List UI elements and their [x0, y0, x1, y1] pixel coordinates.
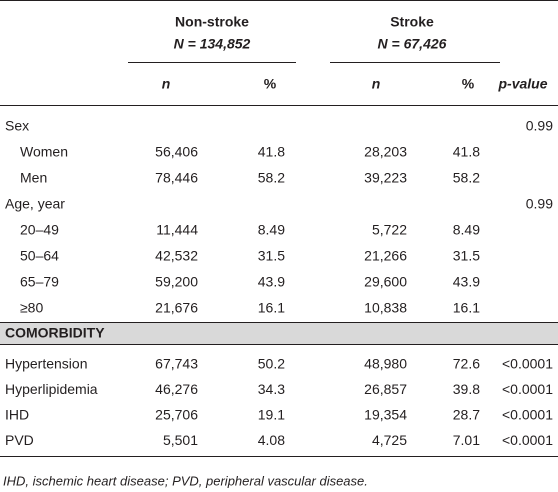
cell: 21,266 — [364, 248, 407, 264]
cell: 50.2 — [258, 356, 285, 372]
cell: 16.1 — [453, 300, 480, 316]
row-label: Women — [20, 144, 68, 160]
column-header: p-value — [497, 76, 547, 92]
cell: 43.9 — [258, 274, 285, 290]
column-header: n — [372, 76, 381, 92]
block-title: Sex — [5, 118, 29, 134]
cell: 56,406 — [155, 144, 198, 160]
cell: 8.49 — [258, 222, 285, 238]
section-band — [0, 322, 558, 345]
cell: 8.49 — [453, 222, 480, 238]
group-n: N = 134,852 — [174, 36, 251, 52]
cell: 41.8 — [258, 144, 285, 160]
group-name: Non-stroke — [175, 14, 249, 30]
cell: 10,838 — [364, 300, 407, 316]
p-value: 0.99 — [526, 118, 553, 134]
cell: 25,706 — [155, 407, 198, 423]
cell: <0.0001 — [502, 432, 553, 448]
column-header: % — [462, 76, 475, 92]
cell: 29,600 — [364, 274, 407, 290]
row-label: 65–79 — [20, 274, 59, 290]
cell: 16.1 — [258, 300, 285, 316]
cell: 41.8 — [453, 144, 480, 160]
cell: 19.1 — [258, 407, 285, 423]
cell: 39,223 — [364, 170, 407, 186]
cell: 39.8 — [453, 381, 480, 397]
cell: 43.9 — [453, 274, 480, 290]
row-label: PVD — [5, 432, 34, 448]
cell: 5,501 — [163, 432, 198, 448]
cell: 58.2 — [258, 170, 285, 186]
cell: 31.5 — [453, 248, 480, 264]
cell: 11,444 — [156, 222, 198, 238]
footnote: IHD, ischemic heart disease; PVD, periph… — [3, 473, 368, 488]
block-title: Age, year — [5, 196, 65, 212]
cell: <0.0001 — [502, 381, 553, 397]
cell: 34.3 — [258, 381, 285, 397]
row-label: Men — [20, 170, 47, 186]
cell: 48,980 — [364, 356, 407, 372]
cell: 7.01 — [453, 432, 480, 448]
cell: 42,532 — [155, 248, 198, 264]
cell: 67,743 — [155, 356, 198, 372]
cell: 21,676 — [155, 300, 198, 316]
cell: 19,354 — [364, 407, 407, 423]
cell: 46,276 — [155, 381, 198, 397]
row-label: 20–49 — [20, 222, 59, 238]
row-label: Hypertension — [5, 356, 88, 372]
cell: <0.0001 — [502, 356, 553, 372]
cell: 78,446 — [155, 170, 198, 186]
cell: 4.08 — [258, 432, 285, 448]
group-name: Stroke — [390, 14, 434, 30]
p-value: 0.99 — [526, 196, 553, 212]
cell: 4,725 — [372, 432, 407, 448]
row-label: Hyperlipidemia — [5, 381, 98, 397]
cell: 59,200 — [155, 274, 198, 290]
cell: 26,857 — [364, 381, 407, 397]
cell: 31.5 — [258, 248, 285, 264]
column-header: % — [264, 76, 277, 92]
cell: 28,203 — [364, 144, 407, 160]
row-label: IHD — [5, 407, 29, 423]
cell: 28.7 — [453, 407, 480, 423]
cell: 58.2 — [453, 170, 480, 186]
group-n: N = 67,426 — [378, 36, 447, 52]
row-label: ≥80 — [20, 300, 43, 316]
column-header: n — [162, 76, 171, 92]
section-title: COMORBIDITY — [5, 325, 105, 341]
row-label: 50–64 — [20, 248, 59, 264]
cell: 72.6 — [453, 356, 480, 372]
cell: <0.0001 — [502, 407, 553, 423]
cell: 5,722 — [372, 222, 407, 238]
